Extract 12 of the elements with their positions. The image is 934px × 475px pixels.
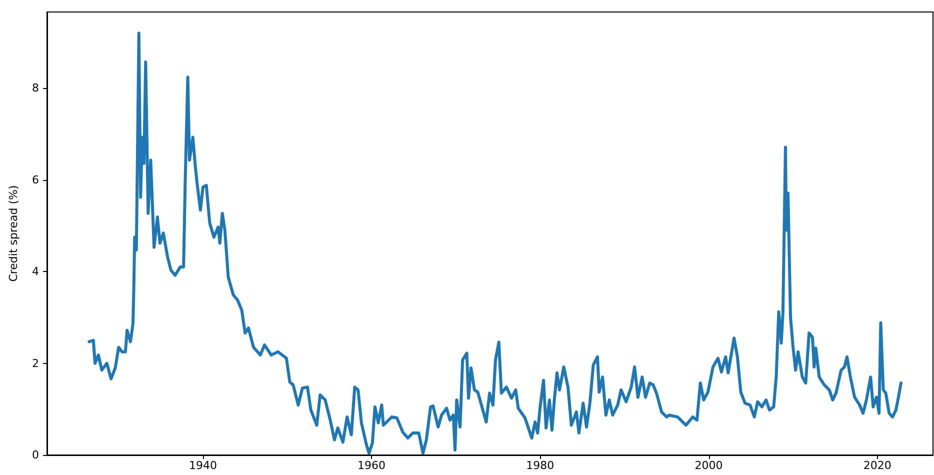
x-tick-label: 1980 (526, 459, 554, 472)
y-tick-label: 6 (32, 173, 39, 186)
line-series (88, 32, 902, 455)
y-tick-label: 8 (32, 82, 39, 95)
x-tick-label: 2020 (863, 459, 892, 472)
x-tick-label: 1960 (358, 459, 386, 472)
y-tick-label: 2 (32, 356, 39, 370)
x-tick-label: 1940 (188, 459, 217, 472)
y-tick-label: 4 (32, 265, 39, 278)
y-axis-title: Credit spread (%) (7, 185, 20, 282)
y-tick-label: 0 (32, 448, 39, 462)
x-tick-label: 2000 (694, 459, 723, 472)
